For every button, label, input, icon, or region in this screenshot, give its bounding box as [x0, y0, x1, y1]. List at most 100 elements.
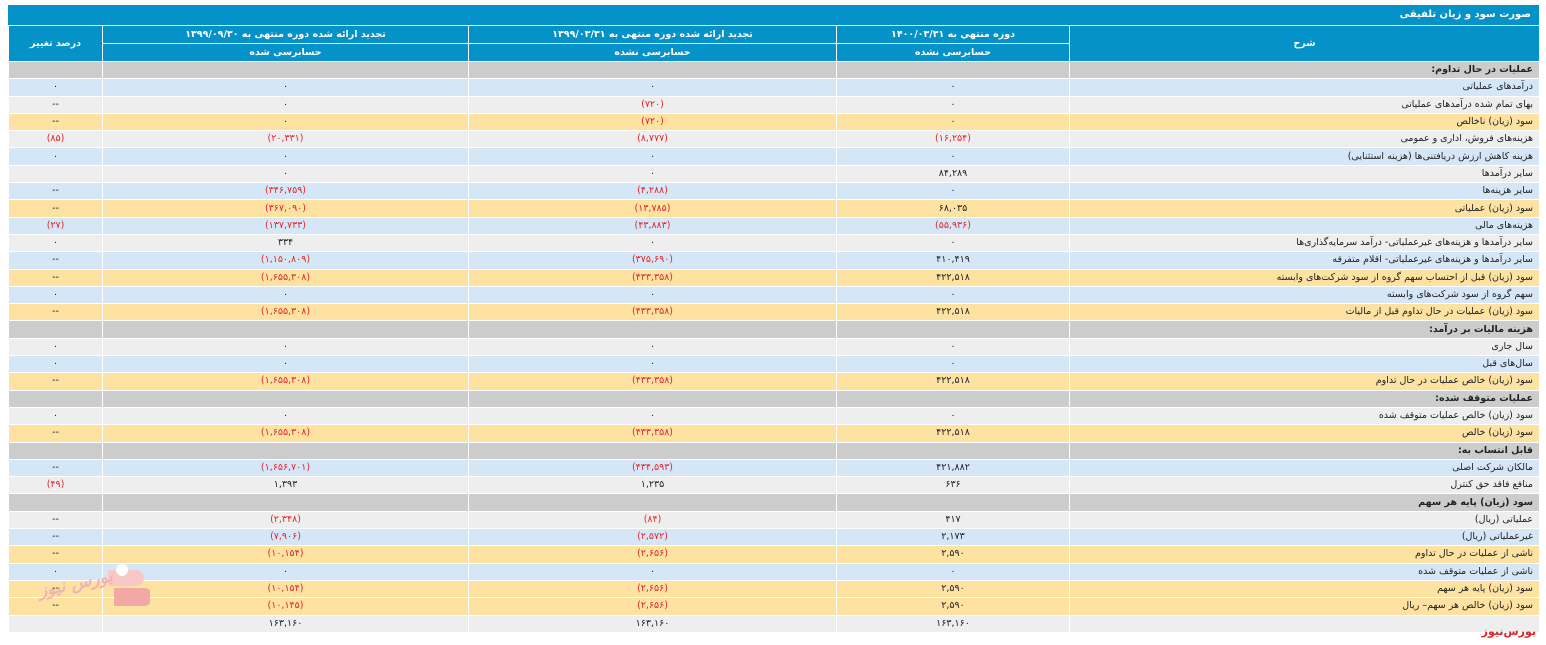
percent-change-cell: --: [8, 424, 103, 443]
period-2-value-cell: (۲,۶۵۶): [468, 579, 837, 599]
table-row: (۸۵) (۲۰,۳۳۱) (۸,۷۷۷) (۱۶,۲۵۴) هزینه‌های فرو…: [8, 130, 1540, 149]
period-2-value-cell: ۱,۲۳۵: [468, 476, 837, 495]
section-header-row: قابل انتساب به:: [8, 441, 1540, 460]
table-row: -- (۳۴۶,۷۵۹) (۴,۲۸۸) ۰ سایر هزینه‌ها: [8, 182, 1540, 201]
table-row: -- (۷,۹۰۶) (۲,۵۷۲) ۲,۱۷۳ غیرعملیاتی (ریال): [8, 528, 1540, 547]
period-1-value-cell: [836, 60, 1070, 80]
period-2-value-cell: (۴۳,۸۸۳): [468, 216, 837, 235]
period-2-value-cell: (۴۳۳,۳۵۸): [468, 424, 837, 443]
percent-change-cell: [8, 164, 103, 184]
period-3-value-cell: (۲۰,۳۳۱): [102, 130, 469, 149]
row-label-cell: سود (زیان) خالص هر سهم– ریال: [1069, 597, 1540, 616]
row-label-cell: سایر درآمدها و هزینه‌های غیرعملیاتی- درآ…: [1069, 233, 1540, 253]
period-3-value-cell: ۰: [102, 95, 469, 114]
section-header-row: هزینه مالیات بر درآمد:: [8, 320, 1540, 339]
period-1-value-cell: ۰: [836, 233, 1070, 253]
percent-change-cell: [8, 614, 103, 633]
period-1-value-cell: ۰: [836, 147, 1070, 166]
period-3-value-cell: [102, 60, 469, 80]
period-2-value-cell: ۰: [468, 355, 837, 374]
period-3-value-cell: ۰: [102, 355, 469, 374]
row-label-cell: سهم گروه از سود شرکت‌های وابسته: [1069, 285, 1540, 305]
percent-change-cell: ۰: [8, 337, 103, 357]
corner-brand-logo: بورس‌نیوز: [1481, 625, 1536, 638]
period-1-value-cell: ۴۲۱,۸۸۲: [836, 458, 1070, 478]
header-period-1: دوره منتهي به ۱۴۰۰/۰۳/۳۱: [836, 25, 1070, 44]
period-1-value-cell: ۴۲۲,۵۱۸: [836, 303, 1070, 322]
period-1-value-cell: ۴۲۲,۵۱۸: [836, 268, 1070, 287]
percent-change-cell: ۰: [8, 233, 103, 253]
period-3-value-cell: ۰: [102, 78, 469, 97]
row-label-cell: بهای تمام شده درآمدهای عملیاتی: [1069, 95, 1540, 114]
period-3-value-cell: ۰: [102, 406, 469, 426]
period-2-value-cell: ۰: [468, 337, 837, 357]
row-label-cell: قابل انتساب به:: [1069, 441, 1540, 460]
row-label-cell: سال‌های قبل: [1069, 355, 1540, 374]
header-audit-status-1: حسابرسی نشده: [836, 43, 1070, 62]
period-2-value-cell: (۲,۵۷۲): [468, 528, 837, 547]
row-label-cell: عملیاتی (ریال): [1069, 510, 1540, 530]
period-2-value-cell: (۸۴): [468, 510, 837, 530]
percent-change-cell: --: [8, 597, 103, 616]
percent-change-cell: --: [8, 95, 103, 114]
percent-change-cell: --: [8, 510, 103, 530]
period-1-value-cell: ۰: [836, 406, 1070, 426]
table-row: -- (۱,۶۵۵,۳۰۸) (۴۳۳,۳۵۸) ۴۲۲,۵۱۸ سود (زیان) …: [8, 303, 1540, 322]
period-2-value-cell: (۴۳۳,۳۵۸): [468, 268, 837, 287]
period-1-value-cell: [836, 320, 1070, 339]
table-row: ۰ ۰ ۸۴,۲۸۹ سایر درآمدها: [8, 164, 1540, 184]
row-label-cell: مالکان شرکت اصلی: [1069, 458, 1540, 478]
row-label-cell: سود (زیان) پایه هر سهم: [1069, 493, 1540, 512]
table-row: ۰ ۰ ۰ ۰ ناشی از عملیات متوقف شده: [8, 562, 1540, 581]
period-3-value-cell: (۱,۶۵۵,۳۰۸): [102, 424, 469, 443]
period-3-value-cell: ۰: [102, 562, 469, 581]
percent-change-cell: [8, 441, 103, 460]
percent-change-cell: ۰: [8, 147, 103, 166]
row-label-cell: سایر درآمدها: [1069, 164, 1540, 184]
period-1-value-cell: (۵۵,۹۳۶): [836, 216, 1070, 235]
header-audit-status-2: حسابرسی نشده: [468, 43, 837, 62]
period-3-value-cell: (۲,۳۴۸): [102, 510, 469, 530]
table-row: ۰ ۰ ۰ ۰ سود (زیان) خالص عملیات متوقف شده: [8, 406, 1540, 426]
row-label-cell: سود (زیان) پایه هر سهم: [1069, 579, 1540, 599]
period-3-value-cell: (۱,۶۵۵,۳۰۸): [102, 268, 469, 287]
table-body: عملیات در حال تداوم: ۰ ۰ ۰ ۰ درآمدهای عملیاتی…: [8, 60, 1540, 633]
period-2-value-cell: (۴,۲۸۸): [468, 182, 837, 201]
period-1-value-cell: ۰: [836, 562, 1070, 581]
row-label-cell: درآمدهای عملیاتی: [1069, 78, 1540, 97]
percent-change-cell: --: [8, 182, 103, 201]
period-1-value-cell: (۱۶,۲۵۴): [836, 130, 1070, 149]
income-statement-panel: صورت سود و زیان تلفیقی درصد تغییر تجدید …: [8, 5, 1540, 633]
row-label-cell: غیرعملیاتی (ریال): [1069, 528, 1540, 547]
table-row: ۱۶۳,۱۶۰ ۱۶۳,۱۶۰ ۱۶۳,۱۶۰: [8, 614, 1540, 633]
period-3-value-cell: (۱۰,۱۵۴): [102, 545, 469, 564]
percent-change-cell: ۰: [8, 285, 103, 305]
row-label-cell: هزینه کاهش ارزش دریافتنی‌ها (هزینه استثن…: [1069, 147, 1540, 166]
percent-change-cell: ۰: [8, 355, 103, 374]
table-row: -- (۱,۶۵۶,۷۰۱) (۴۳۴,۵۹۳) ۴۲۱,۸۸۲ مالکان شرکت…: [8, 458, 1540, 478]
period-3-value-cell: (۷,۹۰۶): [102, 528, 469, 547]
period-2-value-cell: (۸,۷۷۷): [468, 130, 837, 149]
period-3-value-cell: (۳۶۷,۰۹۰): [102, 199, 469, 218]
row-label-cell: ناشی از عملیات متوقف شده: [1069, 562, 1540, 581]
table-row: -- (۱,۶۵۵,۳۰۸) (۴۳۳,۳۵۸) ۴۲۲,۵۱۸ سود (زیان) …: [8, 268, 1540, 287]
period-1-value-cell: [836, 389, 1070, 408]
table-row: -- (۱۰,۱۵۴) (۲,۶۵۶) ۲,۵۹۰ سود (زیان) پایه هر…: [8, 579, 1540, 599]
percent-change-cell: [8, 60, 103, 80]
table-row: -- (۲,۳۴۸) (۸۴) ۴۱۷ عملیاتی (ریال): [8, 510, 1540, 530]
table-row: (۲۷) (۱۳۷,۷۳۳) (۴۳,۸۸۳) (۵۵,۹۳۶) هزینه‌های م…: [8, 216, 1540, 235]
period-3-value-cell: (۱,۶۵۵,۳۰۸): [102, 303, 469, 322]
header-period-2: تجدید ارائه شده دوره منتهی به ۱۳۹۹/۰۳/۳۱: [468, 25, 837, 44]
section-header-row: سود (زیان) پایه هر سهم: [8, 493, 1540, 512]
period-2-value-cell: ۰: [468, 78, 837, 97]
header-description: شرح: [1069, 25, 1540, 62]
table-row: -- (۱,۶۵۵,۳۰۸) (۴۳۳,۳۵۸) ۴۲۲,۵۱۸ سود (زیان) …: [8, 372, 1540, 391]
period-2-value-cell: ۰: [468, 164, 837, 184]
period-2-value-cell: ۰: [468, 285, 837, 305]
percent-change-cell: (۴۹): [8, 476, 103, 495]
section-header-row: عملیات در حال تداوم:: [8, 60, 1540, 80]
period-1-value-cell: ۴۱۷: [836, 510, 1070, 530]
header-percent-change: درصد تغییر: [8, 25, 103, 62]
percent-change-cell: --: [8, 251, 103, 270]
row-label-cell: ناشی از عملیات در حال تداوم: [1069, 545, 1540, 564]
